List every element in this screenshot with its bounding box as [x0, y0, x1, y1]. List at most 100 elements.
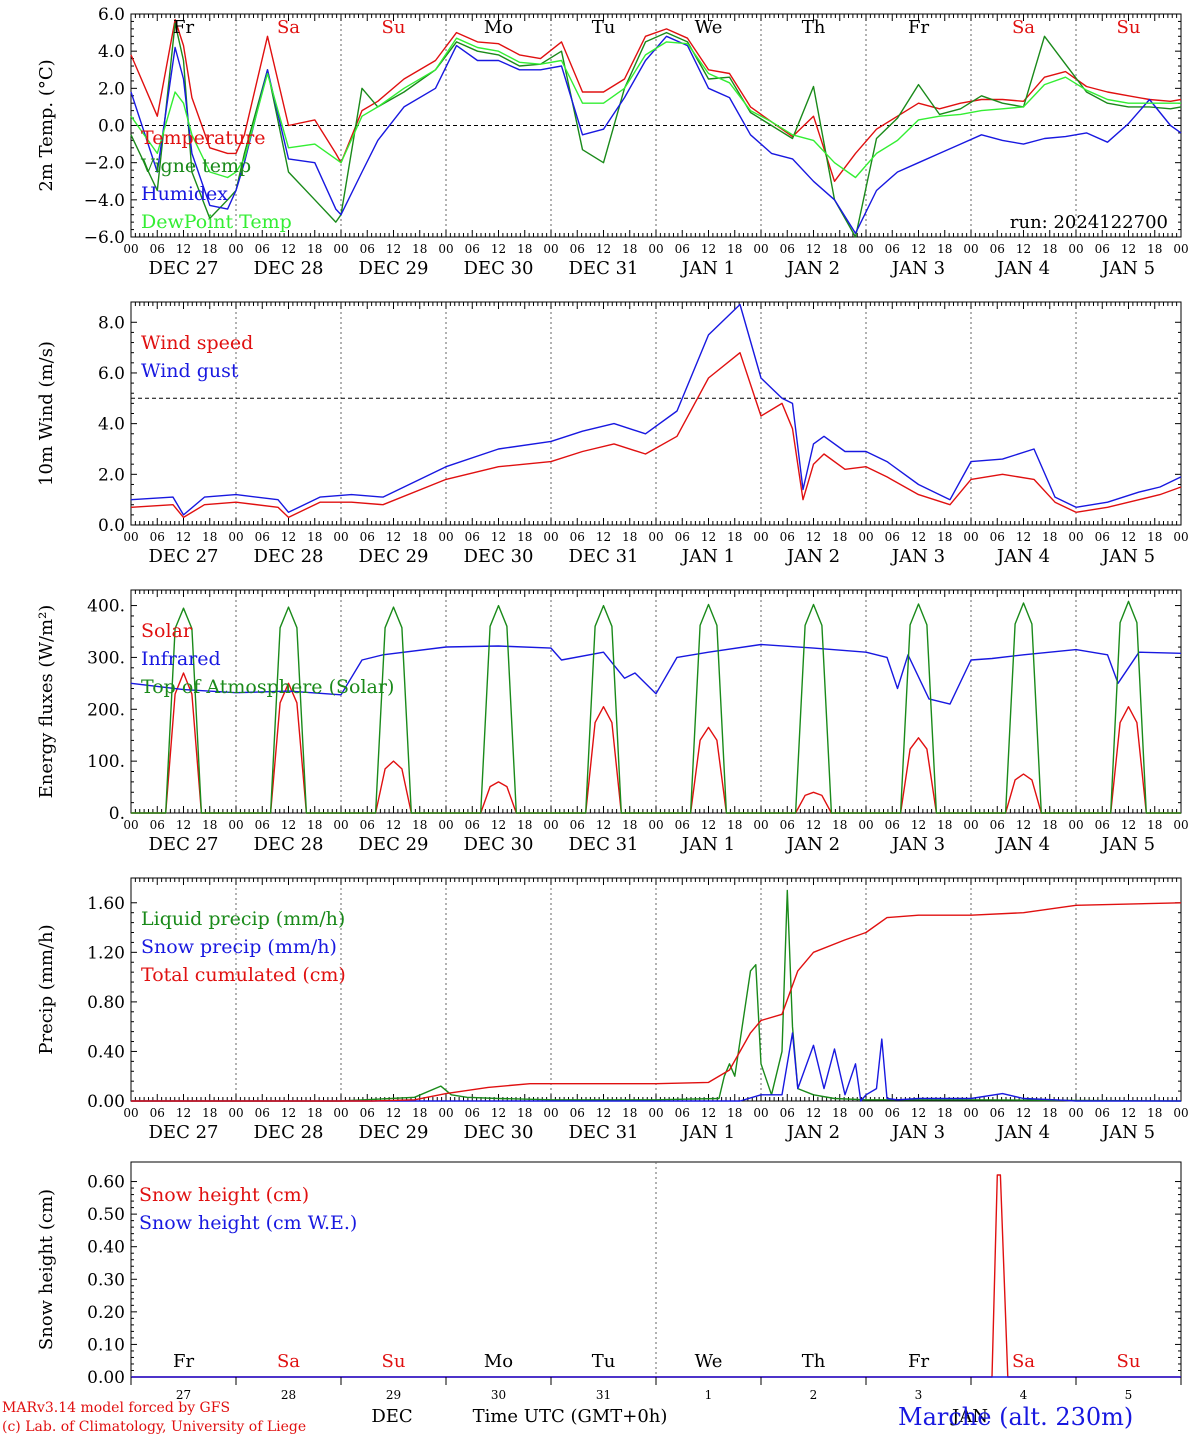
- hour-label: 18: [622, 530, 637, 544]
- hour-label: 00: [753, 242, 768, 256]
- hour-label: 12: [596, 530, 611, 544]
- y-tick-label: 0.00: [87, 1368, 125, 1388]
- hour-label: 06: [1095, 1106, 1110, 1120]
- y-tick-label: 4.0: [98, 415, 125, 435]
- hour-label: 06: [675, 818, 690, 832]
- hour-label: 18: [1042, 818, 1057, 832]
- legend-entry: Snow height (cm): [139, 1184, 309, 1206]
- hour-label: 00: [543, 1106, 558, 1120]
- panel-1: 00 06 12 18 00 06 12 18 00 06 12 18 00 06 12 18 00 06 12 18…: [36, 5, 1189, 279]
- series-line-snow-precip-mm-h-: [131, 1032, 1181, 1102]
- hour-label: 00: [228, 1106, 243, 1120]
- hour-label: 06: [150, 242, 165, 256]
- hour-label: 00: [123, 818, 138, 832]
- hour-label: 00: [753, 818, 768, 832]
- hour-label: 00: [1068, 530, 1083, 544]
- hour-label: 12: [1121, 1106, 1136, 1120]
- hour-label: 18: [412, 530, 427, 544]
- hour-label: 00: [1068, 242, 1083, 256]
- weekday-label: Su: [1117, 1351, 1141, 1372]
- hour-label: 12: [386, 818, 401, 832]
- hour-label: 12: [911, 818, 926, 832]
- hour-label: 00: [333, 1106, 348, 1120]
- hour-label: 00: [1173, 1106, 1188, 1120]
- legend-entry: Humidex: [141, 183, 228, 205]
- date-label: DEC 30: [464, 546, 534, 567]
- hour-label: 00: [753, 1106, 768, 1120]
- date-label: JAN 4: [995, 546, 1050, 567]
- hour-label: 12: [596, 818, 611, 832]
- hour-label: 18: [1042, 530, 1057, 544]
- hour-label: 12: [491, 818, 506, 832]
- hour-label: 00: [333, 242, 348, 256]
- hour-label: 12: [1016, 818, 1031, 832]
- hour-label: 06: [255, 1106, 270, 1120]
- hour-label: 12: [1016, 1106, 1031, 1120]
- hour-label: 12: [596, 242, 611, 256]
- hour-label: 06: [990, 242, 1005, 256]
- hour-label: 18: [412, 242, 427, 256]
- hour-label: 00: [753, 530, 768, 544]
- y-tick-label: 0.: [109, 804, 125, 824]
- hour-label: 00: [963, 242, 978, 256]
- y-tick-label: 0.30: [87, 1270, 125, 1290]
- weekday-label: Sa: [277, 1351, 300, 1372]
- date-label: JAN 4: [995, 1122, 1050, 1143]
- hour-label: 06: [990, 530, 1005, 544]
- hour-label: 00: [1173, 818, 1188, 832]
- y-tick-label: −2.0: [84, 154, 125, 174]
- y-tick-label: 100.: [87, 752, 125, 772]
- date-label: DEC 28: [254, 546, 324, 567]
- weekday-label: Su: [382, 17, 406, 38]
- hour-label: 12: [281, 818, 296, 832]
- hour-label: 06: [1095, 242, 1110, 256]
- y-tick-label: 0.50: [87, 1205, 125, 1225]
- hour-label: 18: [307, 1106, 322, 1120]
- weekday-label: Su: [382, 1351, 406, 1372]
- hour-label: 06: [780, 818, 795, 832]
- hour-label: 00: [858, 530, 873, 544]
- hour-label: 12: [176, 242, 191, 256]
- date-label: JAN 1: [680, 258, 735, 279]
- y-tick-label: 0.60: [87, 1173, 125, 1193]
- date-label: JAN 3: [890, 546, 945, 567]
- weekday-label: We: [695, 17, 723, 38]
- hour-label: 18: [832, 242, 847, 256]
- date-label: JAN 4: [995, 834, 1050, 855]
- date-label: DEC 27: [149, 1122, 219, 1143]
- date-label: DEC 28: [254, 834, 324, 855]
- weekday-label: Tu: [592, 17, 616, 38]
- lab-credit: (c) Lab. of Climatology, University of L…: [2, 1419, 307, 1435]
- hour-label: 00: [858, 818, 873, 832]
- hour-label: 06: [570, 242, 585, 256]
- series-line-temperature: [130, 18, 1182, 183]
- hour-label: 00: [963, 530, 978, 544]
- hour-label: 18: [1147, 1106, 1162, 1120]
- day-number: 5: [1125, 1388, 1133, 1402]
- hour-label: 06: [465, 242, 480, 256]
- y-axis-label: 10m Wind (m/s): [36, 341, 57, 486]
- date-label: JAN 2: [785, 1122, 840, 1143]
- month-label: JAN: [950, 1406, 988, 1427]
- hour-label: 12: [911, 1106, 926, 1120]
- y-tick-label: 6.0: [98, 364, 125, 384]
- hour-label: 18: [937, 242, 952, 256]
- series-line-dewpoint-temp: [130, 37, 1181, 179]
- hour-label: 18: [517, 1106, 532, 1120]
- date-label: DEC 29: [359, 546, 429, 567]
- hour-label: 12: [911, 530, 926, 544]
- hour-label: 18: [832, 818, 847, 832]
- y-tick-label: −6.0: [84, 228, 125, 248]
- hour-label: 06: [885, 530, 900, 544]
- hour-label: 18: [517, 818, 532, 832]
- hour-label: 18: [412, 1106, 427, 1120]
- date-label: DEC 28: [254, 1122, 324, 1143]
- date-label: JAN 2: [785, 258, 840, 279]
- hour-label: 18: [1147, 818, 1162, 832]
- panel-5: 0.60 0.50 0.40 0.30 0.20 0.10 0.00 Snow height …: [36, 1161, 1182, 1427]
- run-annotation: run: 2024122700: [1010, 212, 1168, 233]
- weekday-label: Mo: [484, 1351, 513, 1372]
- date-label: JAN 2: [785, 546, 840, 567]
- hour-label: 12: [596, 1106, 611, 1120]
- y-axis-label: Precip (mm/h): [36, 924, 57, 1054]
